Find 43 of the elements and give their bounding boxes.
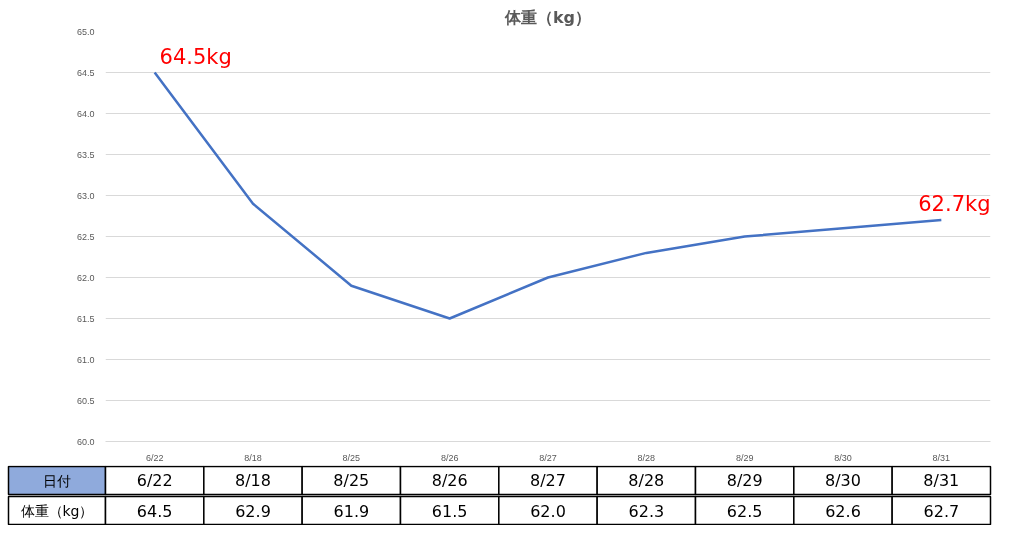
y-tick-label: 64.5 xyxy=(76,67,95,78)
y-tick-label: 62.5 xyxy=(76,231,95,242)
x-tick-label: 8/29 xyxy=(735,452,754,463)
x-tick-label: 8/31 xyxy=(932,452,951,463)
category-label: 6/22 xyxy=(136,471,173,490)
category-label: 8/25 xyxy=(333,471,370,490)
data-label: 61.9 xyxy=(333,501,370,521)
category-label: 8/27 xyxy=(530,471,566,490)
data-label: 62.3 xyxy=(628,501,665,521)
category-label: 8/26 xyxy=(431,471,468,490)
text: 日付 xyxy=(43,472,71,489)
data-label: 62.6 xyxy=(825,501,861,521)
x-tick-label: 6/22 xyxy=(145,452,164,463)
y-tick-label: 61.5 xyxy=(76,313,95,324)
data-label: 62.5 xyxy=(726,501,763,521)
x-tick-label: 8/27 xyxy=(539,452,557,463)
chart-title: 体重（kg） xyxy=(503,7,592,27)
y-tick-label: 63.5 xyxy=(76,149,95,160)
x-tick-label: 8/25 xyxy=(342,452,361,463)
category-label: 8/30 xyxy=(825,471,861,490)
y-tick-label: 60.5 xyxy=(76,395,95,406)
y-tick-label: 64.0 xyxy=(76,108,95,119)
data-label: 62.9 xyxy=(235,501,271,521)
x-tick-label: 8/26 xyxy=(440,452,459,463)
annotation: 64.5kg xyxy=(159,44,232,69)
x-tick-label: 8/30 xyxy=(834,452,852,463)
y-tick-label: 60.0 xyxy=(76,436,95,447)
category-label: 8/29 xyxy=(726,471,763,490)
annotation: 62.7kg xyxy=(918,192,991,217)
data-label: 64.5 xyxy=(136,501,173,521)
text: 体重（kg） xyxy=(20,502,94,519)
y-tick-label: 63.0 xyxy=(76,190,95,201)
y-tick-label: 65.0 xyxy=(76,26,95,37)
data-label: 61.5 xyxy=(431,501,468,521)
data-label: 62.7 xyxy=(923,501,960,521)
x-tick-label: 8/18 xyxy=(244,452,262,463)
category-label: 8/18 xyxy=(235,471,271,490)
data-label: 62.0 xyxy=(530,501,566,521)
y-tick-label: 62.0 xyxy=(76,272,95,283)
x-tick-label: 8/28 xyxy=(637,452,656,463)
y-tick-label: 61.0 xyxy=(76,354,95,365)
category-label: 8/28 xyxy=(628,471,665,490)
category-label: 8/31 xyxy=(923,471,960,490)
